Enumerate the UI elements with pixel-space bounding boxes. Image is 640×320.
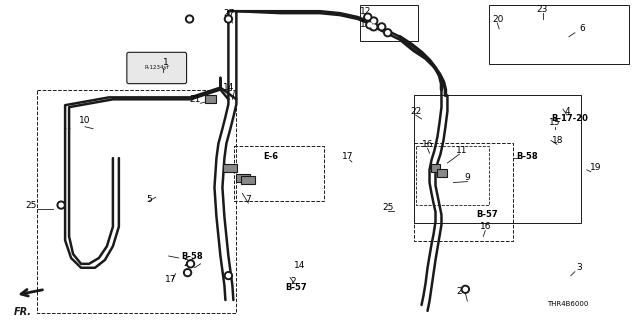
Bar — [236, 174, 250, 181]
Text: 4: 4 — [564, 107, 570, 116]
Text: 25: 25 — [382, 203, 394, 212]
Text: 2: 2 — [291, 277, 296, 286]
Text: 17: 17 — [165, 275, 177, 284]
Bar — [223, 164, 237, 172]
Text: 23: 23 — [536, 5, 548, 14]
Text: 19: 19 — [590, 164, 602, 172]
Text: 26: 26 — [183, 259, 195, 268]
Text: 21: 21 — [190, 95, 201, 104]
Text: B-58: B-58 — [516, 152, 538, 161]
Text: 9: 9 — [465, 173, 470, 182]
Text: 16: 16 — [422, 140, 433, 149]
Bar — [489, 5, 628, 64]
Text: B-58: B-58 — [182, 252, 204, 260]
Text: B-57: B-57 — [285, 283, 307, 292]
Text: 7: 7 — [245, 195, 251, 204]
Text: 11: 11 — [456, 146, 467, 155]
Text: 16: 16 — [479, 222, 491, 231]
Circle shape — [366, 21, 374, 29]
Text: 13: 13 — [360, 20, 372, 29]
Text: 27: 27 — [224, 9, 235, 18]
Text: 25: 25 — [26, 201, 37, 210]
Text: 12: 12 — [360, 7, 371, 16]
Circle shape — [368, 23, 372, 27]
Bar — [413, 95, 581, 223]
Bar — [205, 95, 216, 103]
Text: 17: 17 — [342, 152, 354, 161]
Bar — [360, 5, 417, 41]
Bar — [431, 164, 440, 172]
Circle shape — [378, 23, 386, 31]
Bar — [438, 169, 447, 177]
Text: B-17-20: B-17-20 — [552, 115, 588, 124]
Text: 18: 18 — [552, 136, 564, 145]
Circle shape — [189, 262, 193, 266]
Text: 5: 5 — [146, 195, 152, 204]
Circle shape — [225, 272, 232, 279]
Circle shape — [384, 29, 392, 37]
Text: R-1234yf: R-1234yf — [145, 66, 169, 70]
Text: 6: 6 — [579, 24, 585, 33]
Bar — [413, 143, 513, 241]
FancyBboxPatch shape — [127, 52, 187, 84]
Circle shape — [370, 23, 378, 31]
Circle shape — [187, 260, 195, 268]
Circle shape — [59, 203, 63, 207]
Text: 24: 24 — [457, 287, 468, 296]
Circle shape — [366, 15, 370, 19]
Bar — [234, 146, 324, 201]
Text: B-57: B-57 — [476, 210, 498, 220]
Circle shape — [186, 15, 193, 23]
Text: 20: 20 — [493, 14, 504, 23]
Circle shape — [186, 271, 189, 275]
Circle shape — [372, 25, 376, 29]
Circle shape — [372, 19, 376, 23]
Circle shape — [461, 285, 469, 293]
Text: 3: 3 — [576, 263, 582, 272]
Text: 14: 14 — [294, 261, 306, 270]
Circle shape — [364, 13, 372, 21]
Bar — [37, 90, 236, 313]
Text: E-6: E-6 — [264, 152, 279, 161]
Circle shape — [370, 17, 378, 25]
Circle shape — [184, 269, 191, 276]
Circle shape — [188, 17, 191, 21]
Circle shape — [227, 274, 230, 277]
Bar — [241, 176, 255, 184]
Circle shape — [225, 15, 232, 23]
Circle shape — [463, 287, 467, 291]
Text: THR4B6000: THR4B6000 — [547, 301, 589, 307]
Text: 14: 14 — [223, 83, 234, 92]
Text: FR.: FR. — [14, 307, 32, 317]
Circle shape — [57, 201, 65, 209]
Circle shape — [380, 25, 384, 29]
Text: 15: 15 — [549, 118, 561, 127]
Text: 8: 8 — [241, 175, 247, 184]
Circle shape — [386, 31, 390, 35]
Text: 10: 10 — [79, 116, 91, 125]
Bar — [415, 146, 489, 205]
Text: 22: 22 — [410, 107, 421, 116]
Circle shape — [227, 17, 230, 21]
Text: 1: 1 — [163, 58, 168, 67]
